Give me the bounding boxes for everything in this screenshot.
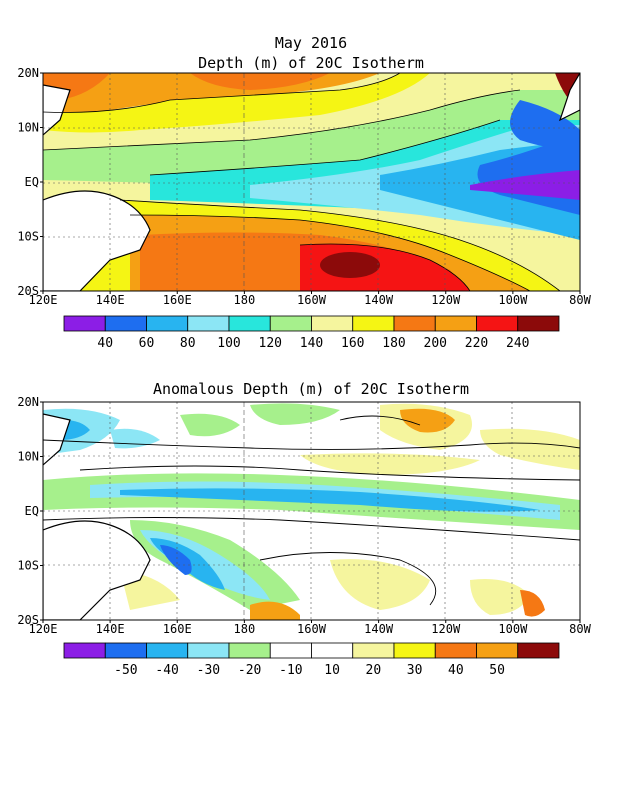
- panel1-title: Depth (m) of 20C Isotherm: [198, 54, 424, 72]
- colorbar-depth-label: 200: [424, 336, 447, 351]
- panel2-grid: [43, 402, 580, 620]
- colorbar-anomaly-label: -40: [155, 663, 178, 678]
- panel1-lon-label: 120E: [29, 293, 58, 307]
- colorbar-anomaly-swatch: [517, 642, 560, 659]
- colorbar-anomaly-swatch: [63, 642, 106, 659]
- colorbar-depth-label: 80: [180, 336, 196, 351]
- colorbar-anomaly-label: 10: [324, 663, 340, 678]
- panel2-lon-label: 140E: [96, 622, 125, 636]
- colorbar-depth-label: 240: [506, 336, 529, 351]
- panel1-map: [43, 73, 580, 291]
- panel1-lon-label: 160W: [297, 293, 327, 307]
- colorbar-anomaly-swatch: [434, 642, 477, 659]
- panel2-lon-label: 80W: [569, 622, 591, 636]
- panel2-axes: 120E 140E 160E 180 160W 140W 120W 100W 80W 20N 10N…: [17, 395, 591, 636]
- panel2-lat-label: 20N: [17, 395, 39, 409]
- panel1-axes: 120E 140E 160E 180 160W 140W 120W 100W 80W 20N 10N…: [17, 66, 591, 307]
- colorbar-anomaly: -50 -40 -30 -20 -10 10 20 30 40 50: [63, 642, 560, 678]
- colorbar-anomaly-label: -30: [197, 663, 220, 678]
- panel2-lon-label: 140W: [364, 622, 394, 636]
- colorbar-anomaly-label: 40: [448, 663, 464, 678]
- panel1-lon-label: 100W: [498, 293, 528, 307]
- panel2-lon-label: 160W: [297, 622, 327, 636]
- panel2-lat-label: 10N: [17, 450, 39, 464]
- colorbar-anomaly-label: 30: [407, 663, 423, 678]
- panel1-lat-label: 20S: [17, 284, 39, 298]
- colorbar-depth-label: 60: [139, 336, 155, 351]
- colorbar-depth-label: 140: [300, 336, 323, 351]
- colorbar-anomaly-swatch: [311, 642, 354, 659]
- colorbar-anomaly-swatch: [476, 642, 519, 659]
- panel2-lon-label: 100W: [498, 622, 528, 636]
- colorbar-anomaly-swatch: [146, 642, 189, 659]
- colorbar-depth-swatch: [434, 315, 477, 332]
- colorbar-depth-swatch: [63, 315, 106, 332]
- colorbar-anomaly-swatch: [352, 642, 395, 659]
- panel2-lon-label: 180: [234, 622, 256, 636]
- panel2-lat-label: 10S: [17, 559, 39, 573]
- panel1-lon-label: 140W: [364, 293, 394, 307]
- colorbar-depth-swatch: [187, 315, 230, 332]
- panel1-grid: [43, 73, 580, 291]
- colorbar-depth-swatch: [311, 315, 354, 332]
- colorbar-anomaly-swatch: [269, 642, 312, 659]
- colorbar-depth: 40 60 80 100 120 140 160 180 200 220 240: [63, 315, 560, 351]
- colorbar-depth-label: 40: [97, 336, 113, 351]
- panel1-lon-label: 160E: [163, 293, 192, 307]
- panel2-title: Anomalous Depth (m) of 20C Isotherm: [153, 380, 469, 398]
- colorbar-depth-label: 160: [341, 336, 364, 351]
- colorbar-anomaly-swatch: [393, 642, 436, 659]
- colorbar-depth-label: 180: [382, 336, 405, 351]
- colorbar-depth-swatch: [517, 315, 560, 332]
- panel2-lon-label: 160E: [163, 622, 192, 636]
- figure-title: May 2016: [275, 34, 347, 52]
- panel2-lat-label: 20S: [17, 613, 39, 627]
- panel1-lat-label: 10S: [17, 230, 39, 244]
- colorbar-depth-swatch: [228, 315, 271, 332]
- panel2-lon-label: 120E: [29, 622, 58, 636]
- colorbar-depth-label: 220: [465, 336, 488, 351]
- panel1-lon-label: 140E: [96, 293, 125, 307]
- panel1-lon-label: 120W: [431, 293, 461, 307]
- colorbar-anomaly-label: 50: [489, 663, 505, 678]
- colorbar-depth-swatch: [352, 315, 395, 332]
- colorbar-depth-swatch: [393, 315, 436, 332]
- colorbar-depth-swatch: [146, 315, 189, 332]
- panel1-lon-label: 80W: [569, 293, 591, 307]
- colorbar-depth-swatch: [104, 315, 147, 332]
- colorbar-anomaly-label: 20: [366, 663, 382, 678]
- panel1-lat-label: EQ: [25, 175, 39, 189]
- panel1-lat-label: 10N: [17, 121, 39, 135]
- colorbar-depth-label: 100: [217, 336, 240, 351]
- panel1-lat-label: 20N: [17, 66, 39, 80]
- panel1-lon-label: 180: [234, 293, 256, 307]
- panel2-lat-label: EQ: [25, 504, 39, 518]
- colorbar-anomaly-swatch: [104, 642, 147, 659]
- colorbar-anomaly-label: -50: [114, 663, 137, 678]
- panel2-lon-label: 120W: [431, 622, 461, 636]
- colorbar-depth-swatch: [476, 315, 519, 332]
- colorbar-anomaly-label: -10: [279, 663, 302, 678]
- colorbar-anomaly-swatch: [228, 642, 271, 659]
- colorbar-anomaly-label: -20: [238, 663, 261, 678]
- colorbar-depth-label: 120: [259, 336, 282, 351]
- colorbar-depth-swatch: [269, 315, 312, 332]
- colorbar-anomaly-swatch: [187, 642, 230, 659]
